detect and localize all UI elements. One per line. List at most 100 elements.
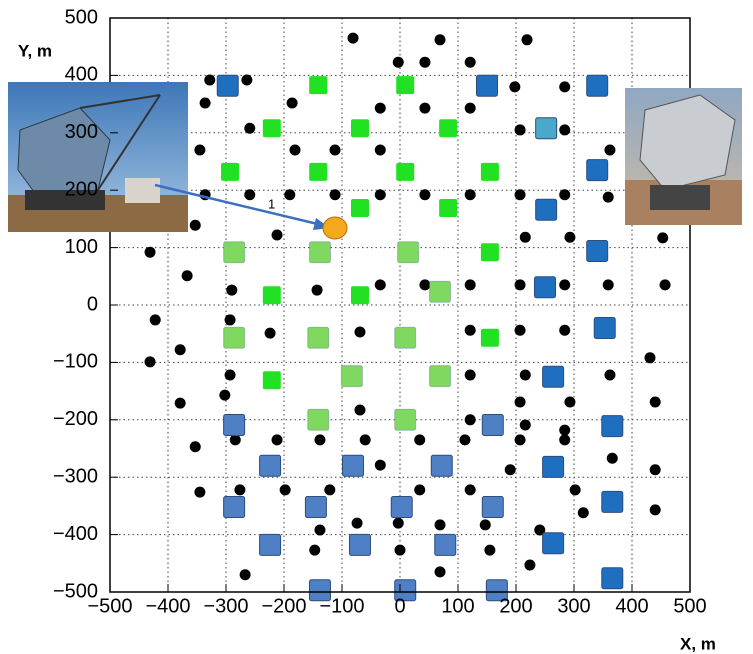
- point: [234, 484, 245, 495]
- y-tick-label: 500: [65, 6, 98, 28]
- point: [354, 326, 365, 337]
- point: [602, 416, 623, 437]
- point: [396, 76, 414, 94]
- point: [564, 232, 575, 243]
- point: [308, 409, 329, 430]
- point: [435, 519, 446, 530]
- point: [515, 434, 526, 445]
- point: [309, 242, 330, 263]
- point: [309, 76, 327, 94]
- point: [481, 163, 499, 181]
- x-tick-label: −100: [319, 595, 364, 617]
- point: [559, 279, 570, 290]
- point: [308, 327, 329, 348]
- point: [419, 57, 430, 68]
- point: [395, 327, 416, 348]
- point: [587, 160, 608, 181]
- y-tick-label: 300: [65, 121, 98, 143]
- point: [375, 279, 386, 290]
- point: [578, 507, 589, 518]
- point: [219, 390, 230, 401]
- point: [660, 279, 671, 290]
- y-tick-label: −100: [53, 351, 98, 373]
- point: [435, 566, 446, 577]
- point: [482, 497, 503, 518]
- point: [244, 123, 255, 134]
- point: [657, 232, 668, 243]
- point: [607, 453, 618, 464]
- location-marker: [323, 217, 347, 239]
- point: [543, 456, 564, 477]
- x-axis-title: X, m: [680, 634, 716, 653]
- point: [559, 425, 570, 436]
- y-axis-title: Y, m: [18, 41, 52, 60]
- point: [465, 103, 476, 114]
- point: [309, 545, 320, 556]
- point: [330, 145, 341, 156]
- point: [395, 545, 406, 556]
- point: [224, 327, 245, 348]
- point: [352, 518, 363, 529]
- point: [330, 189, 341, 200]
- point: [265, 328, 276, 339]
- detector-photo: [625, 88, 742, 225]
- point: [351, 199, 369, 217]
- point: [559, 325, 570, 336]
- point: [260, 455, 281, 476]
- point: [272, 434, 283, 445]
- point: [393, 518, 404, 529]
- point: [587, 241, 608, 262]
- point: [224, 414, 245, 435]
- point: [314, 434, 325, 445]
- point: [465, 57, 476, 68]
- point: [204, 74, 215, 85]
- point: [391, 497, 412, 518]
- point: [543, 366, 564, 387]
- point: [150, 314, 161, 325]
- point: [480, 519, 491, 530]
- point: [419, 279, 430, 290]
- point: [520, 232, 531, 243]
- point: [481, 243, 499, 261]
- point: [650, 397, 661, 408]
- point: [375, 189, 386, 200]
- y-tick-label: −200: [53, 408, 98, 430]
- point: [477, 75, 498, 96]
- point: [431, 455, 452, 476]
- point: [305, 497, 326, 518]
- point: [375, 460, 386, 471]
- point: [351, 119, 369, 137]
- point: [515, 189, 526, 200]
- point: [522, 34, 533, 45]
- point: [414, 434, 425, 445]
- point: [349, 534, 370, 555]
- point: [459, 434, 470, 445]
- point: [287, 97, 298, 108]
- x-tick-label: 400: [615, 595, 648, 617]
- point: [524, 560, 535, 571]
- point: [536, 199, 557, 220]
- point: [603, 279, 614, 290]
- point: [375, 103, 386, 114]
- point: [465, 414, 476, 425]
- point: [182, 270, 193, 281]
- point: [644, 352, 655, 363]
- point: [354, 405, 365, 416]
- x-tick-label: 200: [499, 595, 532, 617]
- point: [430, 366, 451, 387]
- point: [324, 484, 335, 495]
- point: [465, 189, 476, 200]
- point: [515, 124, 526, 135]
- point: [225, 314, 236, 325]
- point: [190, 220, 201, 231]
- point: [343, 455, 364, 476]
- point: [559, 124, 570, 135]
- point: [520, 419, 531, 430]
- point: [244, 189, 255, 200]
- point: [439, 199, 457, 217]
- point: [280, 484, 291, 495]
- point: [393, 57, 404, 68]
- point: [435, 534, 456, 555]
- point: [341, 366, 362, 387]
- point: [284, 189, 295, 200]
